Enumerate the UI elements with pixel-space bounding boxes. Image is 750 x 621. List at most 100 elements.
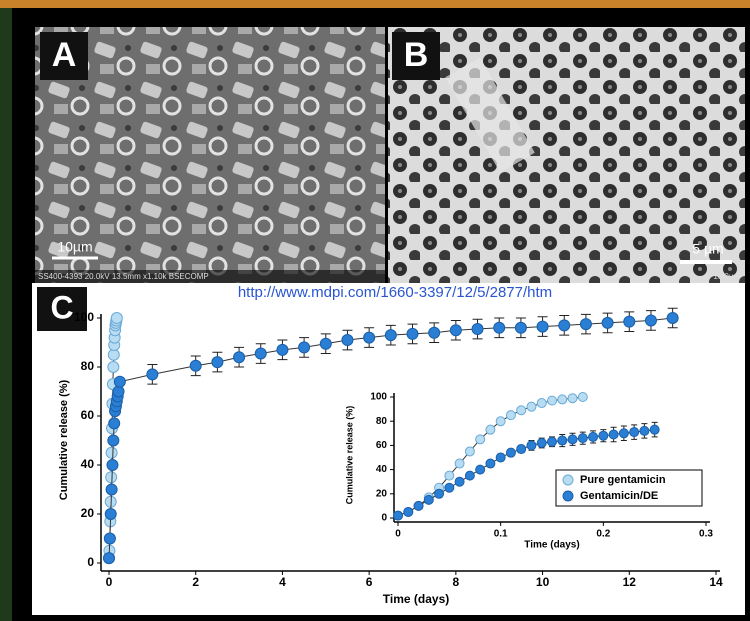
data-point [476,435,485,444]
panel-label: B [404,36,429,74]
data-point [104,533,115,544]
data-point [364,332,375,343]
data-point [320,338,331,349]
x-tick-label: 0 [395,529,401,540]
data-point [515,322,526,333]
data-point [113,386,124,397]
legend-label: Pure gentamicin [580,474,666,486]
figure: A B 10µm 5 µm SS400-4393 20.0kV 13.5mm x… [0,0,750,621]
data-point [568,435,577,444]
data-point [640,426,649,435]
data-point [104,553,115,564]
data-point [589,432,598,441]
data-point [619,429,628,438]
data-point [558,436,567,445]
data-point [667,313,678,324]
data-point [537,399,546,408]
x-tick-label: 0.3 [699,529,713,540]
data-point [548,437,557,446]
data-point [424,495,433,504]
legend-marker [563,475,573,485]
data-point [445,483,454,492]
y-tick-label: 40 [376,464,388,475]
data-point [496,417,505,426]
scale-bar-label: 5 µm [692,241,723,257]
panel-label: A [52,36,77,74]
y-axis-label: Cumulative release (%) [344,406,354,505]
data-point [455,477,464,486]
data-point [476,465,485,474]
panel-label: C [50,289,73,325]
data-point [108,435,119,446]
data-point [234,352,245,363]
data-point [106,447,117,458]
data-point [106,484,117,495]
x-tick-label: 12 [623,575,637,589]
data-point [580,319,591,330]
data-point [385,330,396,341]
data-point [645,315,656,326]
top-bar [0,0,750,8]
x-tick-label: 0.2 [596,529,610,540]
scale-bar-label: 10µm [57,239,92,255]
data-point [394,511,403,520]
data-point [445,471,454,480]
data-point [527,402,536,411]
data-point [630,428,639,437]
left-strip [0,8,12,621]
data-point [558,395,567,404]
x-tick-label: 6 [366,575,373,589]
y-tick-label: 40 [81,457,95,471]
data-point [517,445,526,454]
data-point [147,369,158,380]
data-point [537,438,546,447]
x-tick-label: 14 [709,575,723,589]
data-point [190,360,201,371]
y-tick-label: 0 [381,513,387,524]
data-point [506,411,515,420]
y-tick-label: 20 [376,488,388,499]
data-point [404,507,413,516]
data-point [407,328,418,339]
data-point [299,342,310,353]
data-point [107,460,118,471]
x-tick-label: 8 [453,575,460,589]
x-tick-label: 10 [536,575,550,589]
data-point [548,396,557,405]
data-point [517,406,526,415]
data-point [109,418,120,429]
data-point [429,327,440,338]
data-point [108,362,119,373]
data-point [486,459,495,468]
data-point [465,471,474,480]
data-point [465,447,474,456]
data-point [111,313,122,324]
data-point [578,434,587,443]
data-point [106,472,117,483]
data-point [255,348,266,359]
y-tick-label: 100 [370,392,387,403]
data-point [599,431,608,440]
data-point [212,357,223,368]
data-point [609,430,618,439]
data-point [527,441,536,450]
y-tick-label: 80 [376,416,388,427]
data-point [602,317,613,328]
data-point [496,453,505,462]
data-point [624,316,635,327]
data-point [650,425,659,434]
x-axis-label: Time (days) [524,540,579,551]
y-tick-label: 0 [87,555,94,569]
data-point [486,425,495,434]
data-point [342,335,353,346]
x-tick-label: 2 [192,575,199,589]
data-point [114,376,125,387]
data-point [414,501,423,510]
data-point [578,393,587,402]
data-point [277,344,288,355]
x-tick-label: 0.1 [494,529,508,540]
y-tick-label: 60 [81,408,95,422]
y-tick-label: 100 [74,310,94,324]
data-point [472,324,483,335]
data-point [506,448,515,457]
